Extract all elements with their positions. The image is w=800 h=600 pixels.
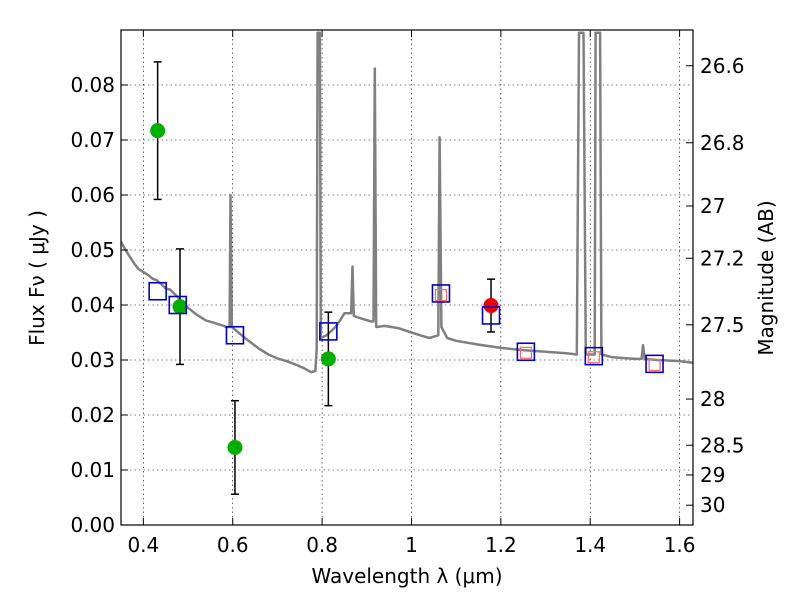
model-flux-inner-square	[587, 351, 600, 364]
x-tick-label: 1.4	[574, 533, 606, 557]
right-axis-label: Magnitude (AB)	[754, 200, 778, 355]
plot-area	[121, 31, 693, 495]
x-axis: 0.4 0.6 0.8 1 1.2 1.4 1.6	[127, 30, 696, 557]
y-tick-label: 0.08	[70, 73, 115, 97]
observed-flux-point	[172, 299, 188, 315]
y-tick-label: 0.05	[70, 238, 115, 262]
x-tick-label: 1	[405, 533, 418, 557]
observed-flux-point	[150, 123, 166, 139]
y-tick-label: 0.03	[70, 348, 115, 372]
right-tick-label: 27.2	[700, 246, 745, 270]
model-flux-square	[516, 342, 536, 362]
y-tick-label: 0.02	[70, 403, 115, 427]
y-tick-label: 0.06	[70, 183, 115, 207]
model-flux-square	[148, 281, 167, 301]
model-flux-inner-square	[434, 289, 448, 302]
y-tick-label: 0.07	[70, 128, 115, 152]
y-tick-label: 0.00	[70, 513, 115, 537]
right-tick-label: 30	[700, 493, 725, 517]
model-flux-square	[645, 354, 664, 374]
model-flux-square	[168, 295, 188, 315]
model-flux-inner-square	[519, 346, 532, 359]
x-tick-label: 1.6	[664, 533, 696, 557]
x-tick-label: 0.8	[306, 533, 338, 557]
model-flux-square	[481, 306, 501, 325]
y-tick-label: 0.04	[70, 293, 115, 317]
observed-flux-point	[483, 298, 499, 314]
right-tick-label: 26.8	[700, 131, 745, 155]
x-tick-label: 0.6	[217, 533, 249, 557]
right-tick-label: 28	[700, 387, 725, 411]
right-tick-label: 29	[700, 463, 725, 487]
observed-flux-point	[320, 351, 336, 367]
plot-frame	[120, 29, 694, 526]
right-tick-label: 27.5	[700, 313, 745, 337]
right-tick-label: 27	[700, 194, 725, 218]
observed-flux-point	[227, 439, 243, 455]
right-tick-label: 26.6	[700, 54, 745, 78]
model-flux-square	[225, 325, 245, 345]
x-tick-label: 1.2	[485, 533, 517, 557]
model-flux-inner-square	[648, 358, 661, 372]
right-tick-label: 28.5	[700, 433, 745, 457]
grid	[121, 30, 693, 526]
y-axis-right: 26.6 26.8 27 27.2 27.5 28 28.5 29 30	[686, 54, 745, 517]
y-axis-left: 0.00 0.01 0.02 0.03 0.04 0.05 0.06 0.07 0.08	[70, 73, 128, 537]
model-flux-square	[319, 322, 338, 341]
x-tick-label: 0.4	[127, 533, 159, 557]
model-spectrum-line	[121, 31, 693, 374]
model-flux-square	[584, 346, 604, 366]
y-tick-label: 0.01	[70, 458, 115, 482]
y-axis-label: Flux Fν ( μJy )	[25, 210, 49, 346]
x-axis-label: Wavelength λ (μm)	[311, 564, 502, 588]
model-flux-square	[431, 284, 451, 303]
